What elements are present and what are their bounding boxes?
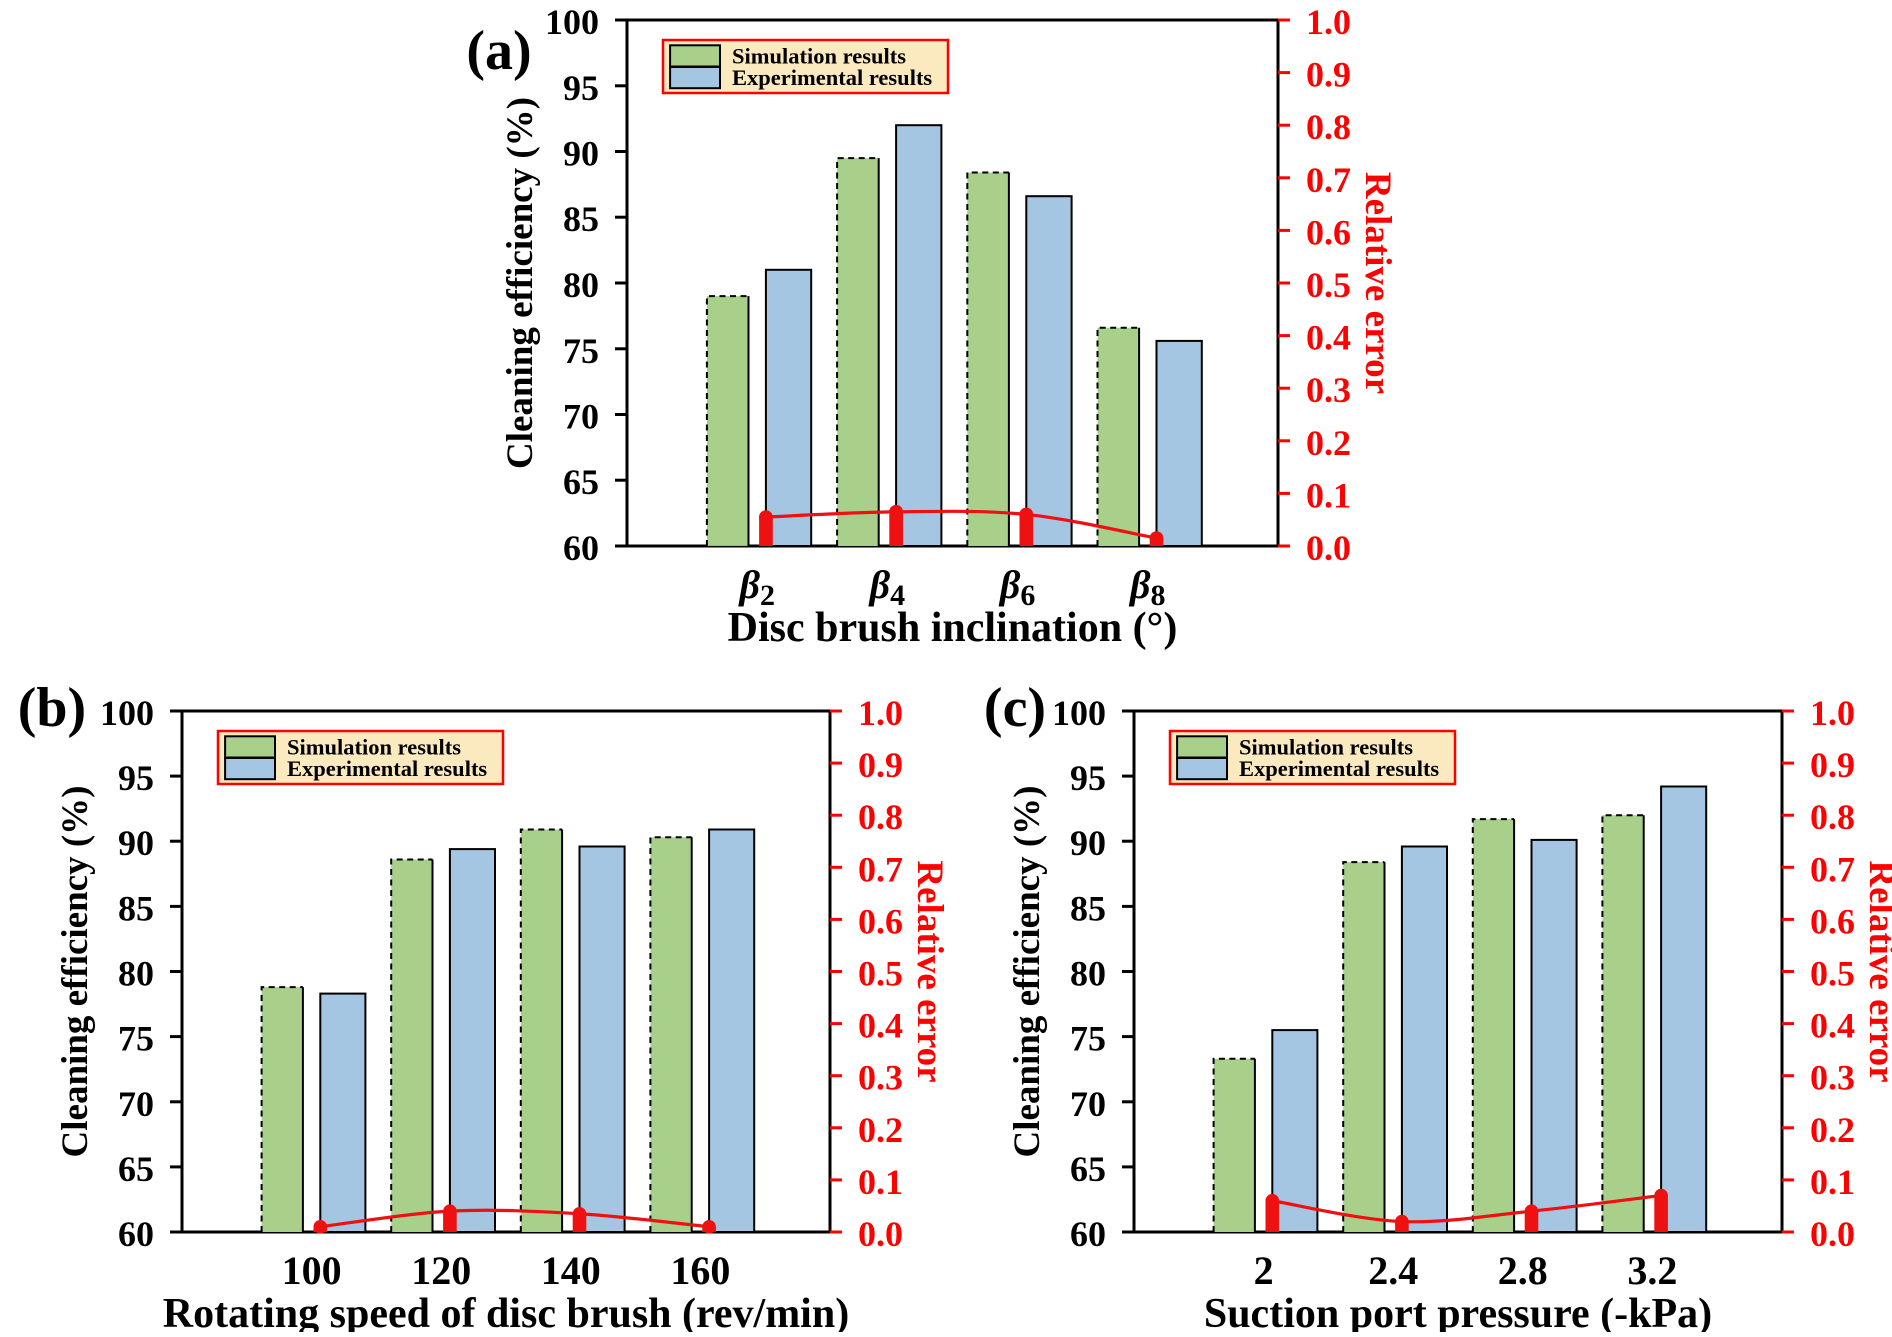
svg-text:0.4: 0.4 — [1810, 1006, 1855, 1046]
svg-text:0.6: 0.6 — [1810, 901, 1855, 941]
svg-text:95: 95 — [1070, 758, 1106, 798]
svg-text:Experimental results: Experimental results — [1239, 756, 1439, 781]
svg-text:60: 60 — [1070, 1214, 1106, 1254]
svg-text:2: 2 — [1254, 1248, 1274, 1293]
svg-text:80: 80 — [563, 265, 599, 305]
svg-text:0.7: 0.7 — [858, 849, 903, 889]
svg-text:65: 65 — [1070, 1149, 1106, 1189]
svg-text:160: 160 — [670, 1248, 730, 1293]
svg-text:60: 60 — [118, 1214, 154, 1254]
svg-text:0.8: 0.8 — [1306, 107, 1351, 147]
svg-text:0.3: 0.3 — [1810, 1058, 1855, 1098]
svg-text:0.6: 0.6 — [858, 901, 903, 941]
svg-text:Relative error: Relative error — [1357, 172, 1398, 394]
svg-text:80: 80 — [1070, 954, 1106, 994]
svg-text:0.2: 0.2 — [1306, 423, 1351, 463]
svg-text:Experimental results: Experimental results — [732, 65, 932, 90]
svg-text:85: 85 — [1070, 888, 1106, 928]
svg-text:0.5: 0.5 — [1810, 954, 1855, 994]
svg-text:1.0: 1.0 — [1306, 2, 1351, 42]
svg-text:75: 75 — [118, 1019, 154, 1059]
svg-text:65: 65 — [563, 462, 599, 502]
svg-text:0.5: 0.5 — [1306, 265, 1351, 305]
svg-text:Cleaning efficiency (%): Cleaning efficiency (%) — [55, 786, 96, 1158]
svg-text:75: 75 — [563, 331, 599, 371]
svg-text:65: 65 — [118, 1149, 154, 1189]
svg-text:0.6: 0.6 — [1306, 212, 1351, 252]
svg-text:0.3: 0.3 — [1306, 370, 1351, 410]
svg-text:0.9: 0.9 — [1306, 55, 1351, 95]
svg-text:60: 60 — [563, 528, 599, 568]
svg-text:(b): (b) — [18, 677, 86, 739]
svg-text:0.7: 0.7 — [1810, 849, 1855, 889]
svg-text:0.1: 0.1 — [1810, 1162, 1855, 1202]
svg-text:95: 95 — [118, 758, 154, 798]
svg-text:2.4: 2.4 — [1368, 1248, 1418, 1293]
svg-text:0.0: 0.0 — [1810, 1214, 1855, 1254]
svg-text:Rotating speed of disc brush (: Rotating speed of disc brush (rev/min) — [163, 1291, 849, 1332]
svg-text:140: 140 — [541, 1248, 601, 1293]
svg-text:100: 100 — [100, 693, 154, 733]
svg-text:90: 90 — [563, 134, 599, 174]
svg-text:100: 100 — [1052, 693, 1106, 733]
svg-text:Disc brush inclination (°): Disc brush inclination (°) — [728, 605, 1178, 651]
svg-text:Cleaning efficiency (%): Cleaning efficiency (%) — [1007, 786, 1048, 1158]
svg-text:0.5: 0.5 — [858, 954, 903, 994]
svg-text:0.8: 0.8 — [1810, 797, 1855, 837]
svg-text:Relative error: Relative error — [909, 860, 950, 1082]
svg-text:1.0: 1.0 — [858, 693, 903, 733]
svg-text:(c): (c) — [984, 677, 1046, 739]
svg-text:100: 100 — [282, 1248, 342, 1293]
svg-text:(a): (a) — [466, 20, 531, 82]
svg-text:2.8: 2.8 — [1498, 1248, 1548, 1293]
svg-text:0.4: 0.4 — [1306, 318, 1351, 358]
svg-text:0.0: 0.0 — [858, 1214, 903, 1254]
svg-text:0.8: 0.8 — [858, 797, 903, 837]
svg-text:120: 120 — [411, 1248, 471, 1293]
svg-text:0.9: 0.9 — [1810, 745, 1855, 785]
svg-text:80: 80 — [118, 954, 154, 994]
svg-text:0.9: 0.9 — [858, 745, 903, 785]
svg-text:0.2: 0.2 — [1810, 1110, 1855, 1150]
svg-text:Relative error: Relative error — [1861, 860, 1892, 1082]
svg-text:90: 90 — [1070, 823, 1106, 863]
svg-text:0.4: 0.4 — [858, 1006, 903, 1046]
svg-text:70: 70 — [563, 397, 599, 437]
svg-text:0.7: 0.7 — [1306, 160, 1351, 200]
svg-text:0.1: 0.1 — [1306, 475, 1351, 515]
svg-text:1.0: 1.0 — [1810, 693, 1855, 733]
svg-text:85: 85 — [563, 199, 599, 239]
svg-text:0.3: 0.3 — [858, 1058, 903, 1098]
svg-text:3.2: 3.2 — [1627, 1248, 1677, 1293]
svg-text:0.0: 0.0 — [1306, 528, 1351, 568]
svg-text:90: 90 — [118, 823, 154, 863]
svg-text:85: 85 — [118, 888, 154, 928]
svg-text:0.1: 0.1 — [858, 1162, 903, 1202]
svg-text:Cleaning efficiency (%): Cleaning efficiency (%) — [500, 97, 541, 469]
svg-text:70: 70 — [1070, 1084, 1106, 1124]
svg-text:70: 70 — [118, 1084, 154, 1124]
svg-text:Experimental results: Experimental results — [287, 756, 487, 781]
svg-text:100: 100 — [545, 2, 599, 42]
svg-text:75: 75 — [1070, 1019, 1106, 1059]
svg-text:Suction port pressure (-kPa): Suction port pressure (-kPa) — [1204, 1291, 1712, 1332]
svg-text:0.2: 0.2 — [858, 1110, 903, 1150]
svg-text:95: 95 — [563, 68, 599, 108]
